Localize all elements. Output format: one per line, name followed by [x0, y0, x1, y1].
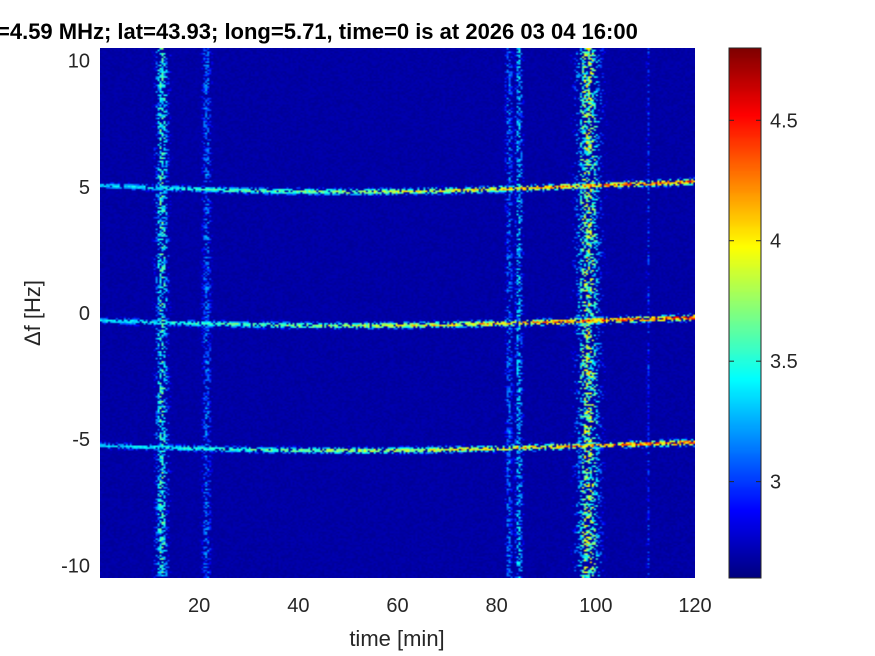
colorbar-gradient: [729, 48, 761, 578]
colorbar-tick-label: 3: [770, 472, 781, 494]
y-tick-label: -10: [61, 555, 90, 577]
colorbar-frame: [728, 47, 762, 579]
y-ticks: 10 5 0 -5 -10: [61, 51, 90, 578]
x-axis-label: time [min]: [349, 626, 444, 651]
colorbar-ticks: 4.5 4 3.5 3: [729, 110, 798, 494]
x-ticks: 20 40 60 80 100 120: [188, 595, 712, 617]
colorbar-tick-label: 3.5: [770, 351, 798, 373]
chart-title: =4.59 MHz; lat=43.93; long=5.71, time=0 …: [0, 19, 638, 44]
x-tick-label: 20: [188, 595, 210, 617]
colorbar-tick-label: 4: [770, 231, 781, 253]
y-tick-label: 10: [68, 51, 90, 73]
x-tick-label: 80: [486, 595, 508, 617]
y-tick-label: 5: [79, 177, 90, 199]
y-tick-label: 0: [79, 303, 90, 325]
x-tick-label: 120: [678, 595, 711, 617]
x-tick-label: 100: [579, 595, 612, 617]
spectrogram-heatmap: [100, 48, 695, 578]
x-tick-label: 40: [287, 595, 309, 617]
y-tick-label: -5: [72, 429, 90, 451]
colorbar: 4.5 4 3.5 3: [728, 47, 798, 579]
colorbar-tick-label: 4.5: [770, 110, 798, 132]
y-axis-label: Δf [Hz]: [20, 280, 45, 346]
x-tick-label: 60: [386, 595, 408, 617]
plot-area: 20 40 60 80 100 120 10 5 0 -5 -10: [61, 48, 712, 617]
